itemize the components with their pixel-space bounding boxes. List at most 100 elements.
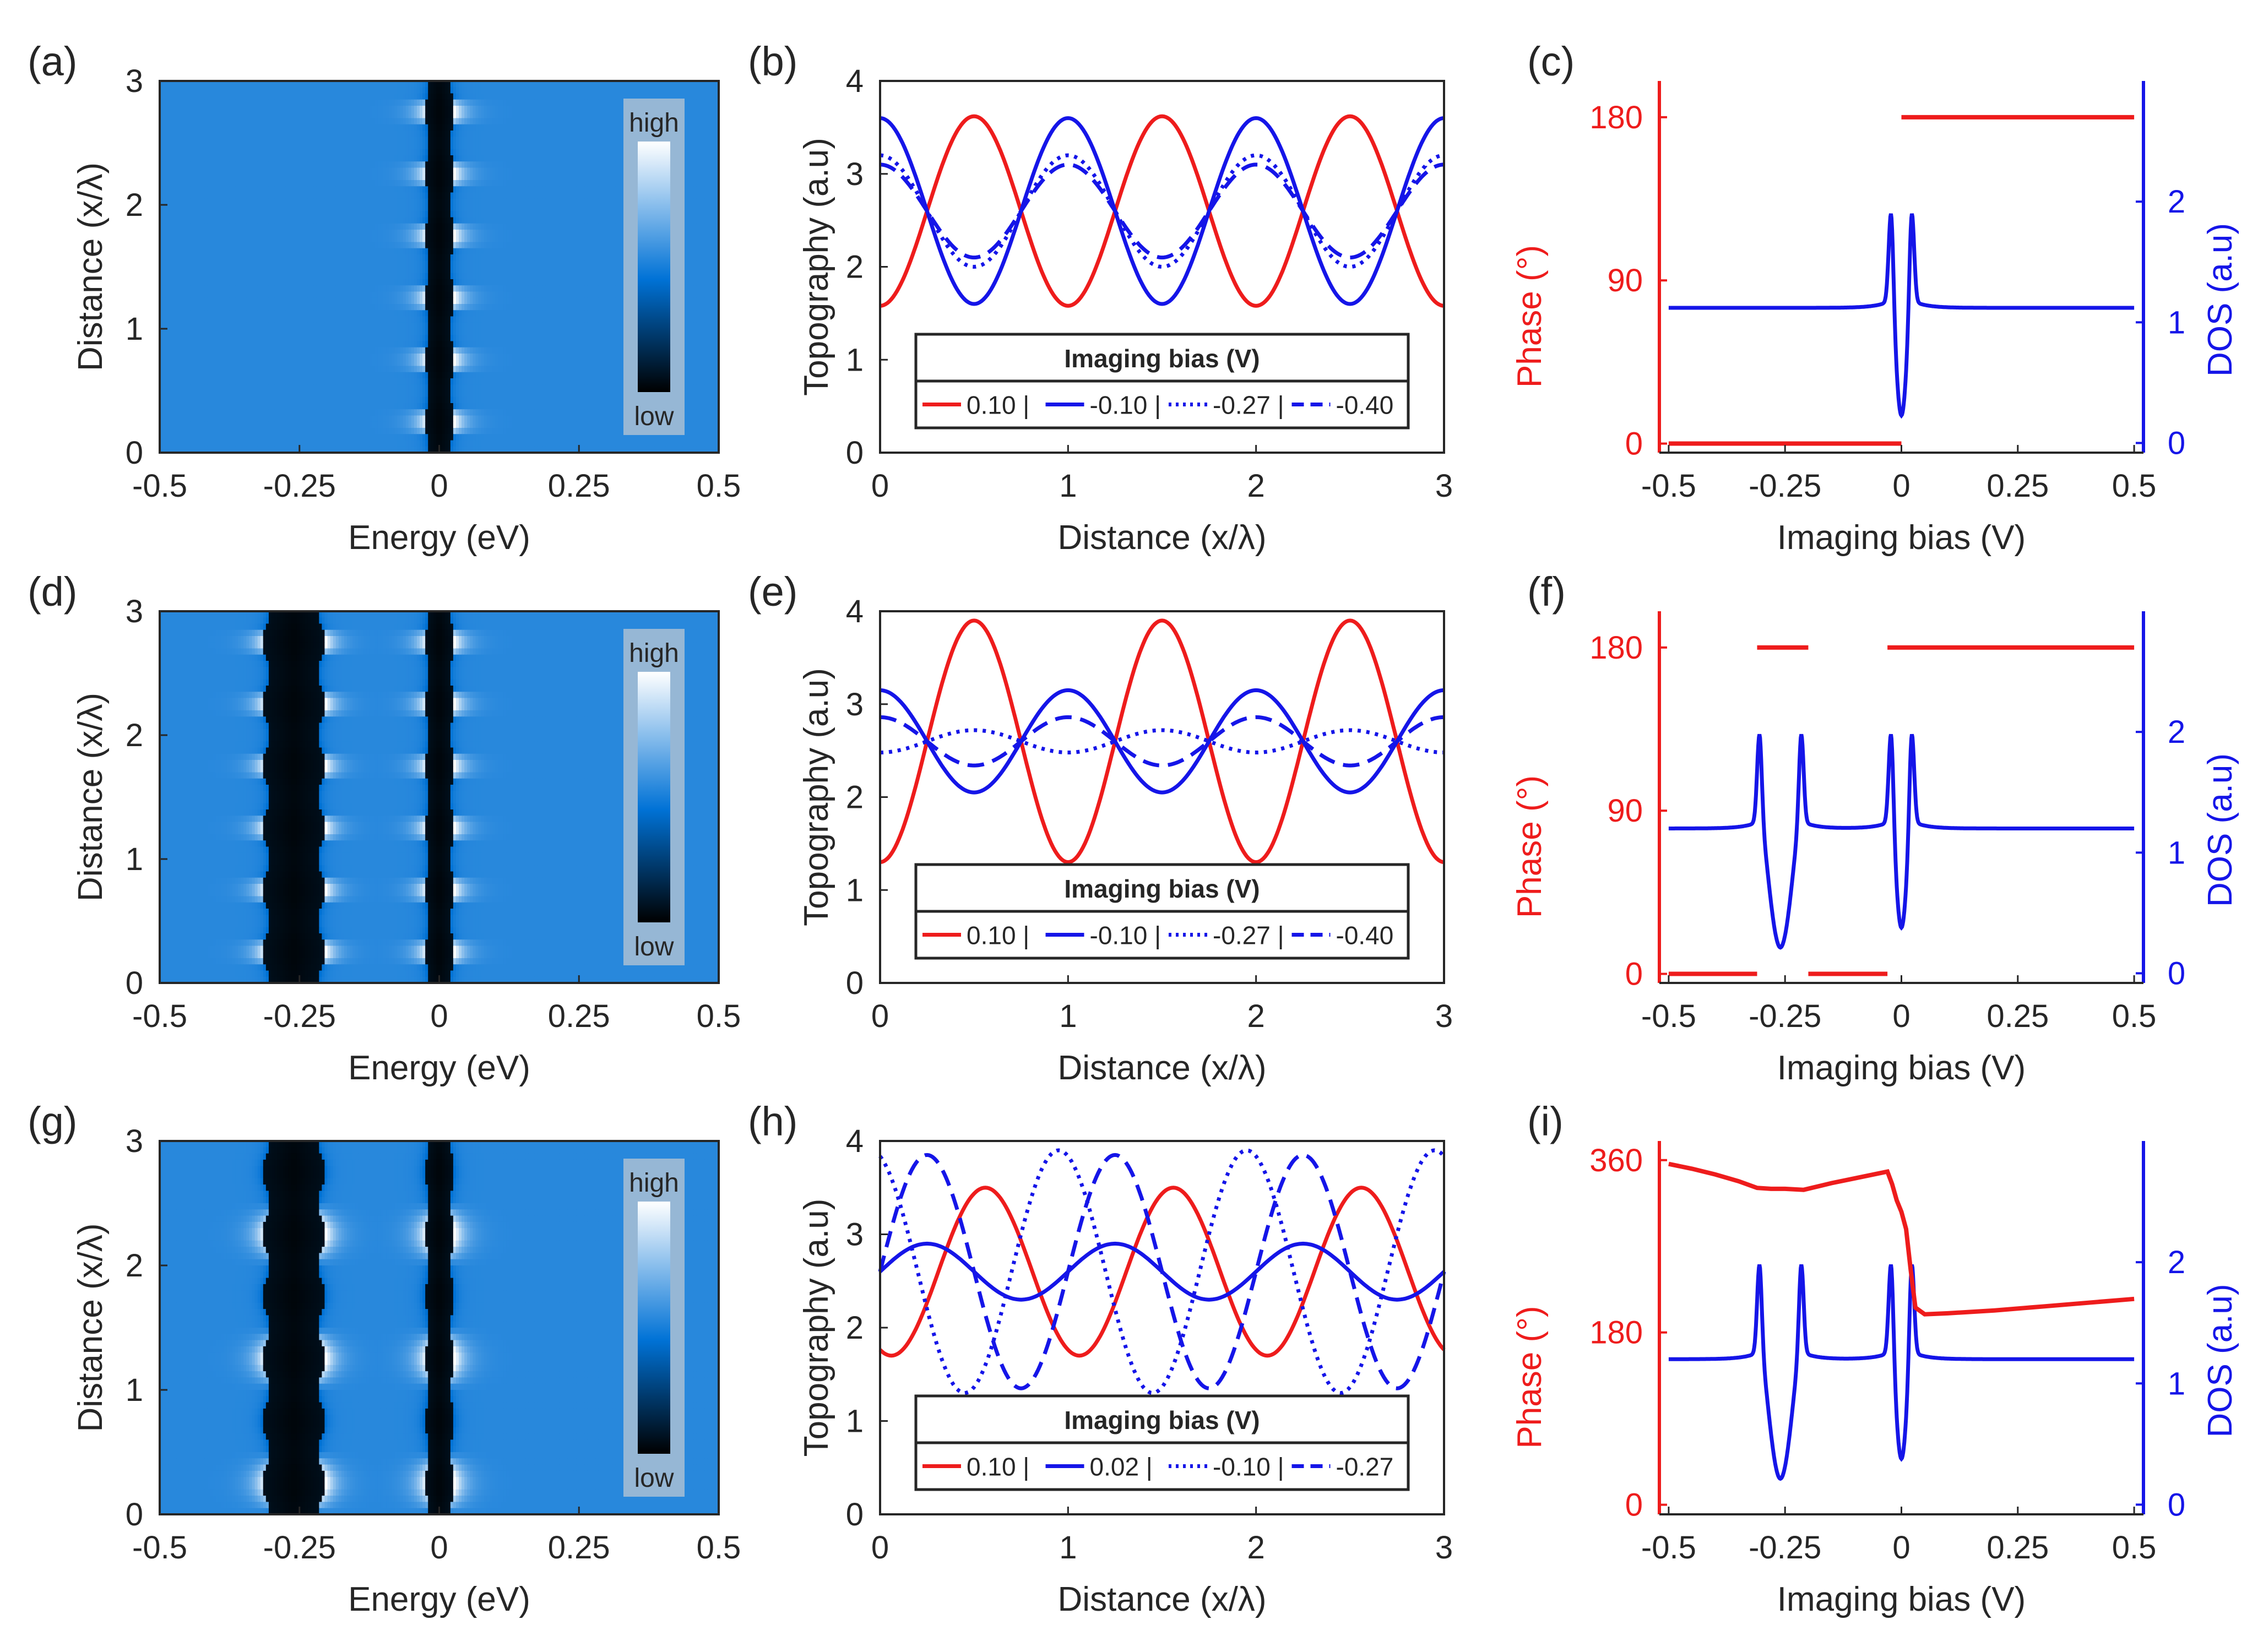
heatmap-cell	[322, 87, 325, 94]
heatmap-cell	[367, 137, 370, 143]
heatmap-cell	[417, 174, 420, 181]
heatmap-cell	[171, 118, 174, 125]
heatmap-cell	[428, 100, 431, 106]
heatmap-cell	[573, 118, 577, 125]
heatmap-cell	[165, 149, 169, 156]
heatmap-cell	[411, 149, 415, 156]
heatmap-cell	[193, 124, 197, 131]
heatmap-cell	[207, 143, 210, 150]
heatmap-cell	[529, 118, 532, 125]
heatmap-cell	[182, 161, 186, 168]
heatmap-cell	[330, 137, 334, 143]
heatmap-cell	[534, 143, 538, 150]
heatmap-cell	[693, 112, 697, 118]
heatmap-cell	[490, 174, 493, 181]
heatmap-cell	[713, 131, 717, 137]
heatmap-cell	[375, 94, 378, 100]
heatmap-cell	[291, 180, 295, 187]
heatmap-cell	[501, 118, 504, 125]
heatmap-cell	[277, 168, 280, 175]
heatmap-cell	[409, 112, 412, 118]
heatmap-cell	[601, 118, 605, 125]
heatmap-cell	[313, 100, 317, 106]
heatmap-cell	[531, 118, 535, 125]
heatmap-cell	[677, 87, 680, 94]
heatmap-cell	[383, 124, 387, 131]
heatmap-cell	[584, 137, 588, 143]
heatmap-cell	[272, 112, 275, 118]
heatmap-cell	[587, 94, 590, 100]
heatmap-cell	[428, 168, 431, 175]
heatmap-cell	[420, 118, 423, 125]
heatmap-cell	[255, 149, 258, 156]
heatmap-cell	[185, 100, 188, 106]
heatmap-cell	[512, 149, 515, 156]
heatmap-cell	[322, 180, 325, 187]
heatmap-cell	[685, 100, 688, 106]
heatmap-cell	[188, 161, 191, 168]
heatmap-cell	[551, 94, 555, 100]
heatmap-cell	[316, 137, 319, 143]
heatmap-cell	[599, 131, 602, 137]
heatmap-cell	[506, 131, 509, 137]
heatmap-cell	[297, 180, 300, 187]
heatmap-cell	[696, 193, 699, 199]
heatmap-cell	[459, 180, 462, 187]
heatmap-cell	[615, 100, 618, 106]
heatmap-cell	[358, 143, 361, 150]
heatmap-cell	[394, 149, 398, 156]
heatmap-cell	[699, 94, 702, 100]
heatmap-cell	[397, 87, 400, 94]
heatmap-cell	[593, 180, 596, 187]
heatmap-cell	[422, 112, 426, 118]
heatmap-cell	[411, 186, 415, 193]
heatmap-cell	[705, 87, 708, 94]
heatmap-cell	[409, 100, 412, 106]
heatmap-cell	[565, 87, 568, 94]
heatmap-cell	[375, 112, 378, 118]
heatmap-cell	[199, 106, 202, 112]
heatmap-cell	[473, 106, 476, 112]
heatmap-cell	[560, 87, 563, 94]
heatmap-cell	[584, 94, 588, 100]
heatmap-cell	[227, 149, 230, 156]
heatmap-cell	[294, 143, 297, 150]
heatmap-cell	[479, 149, 482, 156]
heatmap-cell	[473, 112, 476, 118]
heatmap-cell	[490, 87, 493, 94]
heatmap-cell	[652, 87, 655, 94]
heatmap-cell	[383, 118, 387, 125]
heatmap-cell	[285, 94, 289, 100]
heatmap-cell	[297, 149, 300, 156]
heatmap-cell	[216, 199, 219, 205]
heatmap-cell	[235, 186, 238, 193]
heatmap-cell	[297, 199, 300, 205]
heatmap-cell	[428, 87, 431, 94]
heatmap-cell	[216, 186, 219, 193]
heatmap-cell	[487, 174, 490, 181]
heatmap-cell	[378, 87, 381, 94]
heatmap-cell	[272, 199, 275, 205]
heatmap-cell	[204, 168, 208, 175]
heatmap-cell	[484, 180, 487, 187]
heatmap-cell	[699, 149, 702, 156]
heatmap-cell	[378, 94, 381, 100]
heatmap-cell	[213, 161, 216, 168]
heatmap-cell	[515, 180, 518, 187]
heatmap-cell	[548, 149, 551, 156]
heatmap-cell	[607, 174, 610, 181]
heatmap-cell	[162, 118, 166, 125]
heatmap-cell	[526, 124, 529, 131]
heatmap-cell	[191, 118, 194, 125]
heatmap-cell	[688, 168, 691, 175]
heatmap-cell	[490, 168, 493, 175]
heatmap-cell	[397, 174, 400, 181]
heatmap-cell	[285, 143, 289, 150]
heatmap-cell	[542, 143, 546, 150]
heatmap-cell	[512, 193, 515, 199]
heatmap-cell	[336, 186, 339, 193]
heatmap-cell	[180, 155, 183, 162]
heatmap-cell	[431, 124, 434, 131]
heatmap-cell	[227, 168, 230, 175]
heatmap-cell	[584, 131, 588, 137]
